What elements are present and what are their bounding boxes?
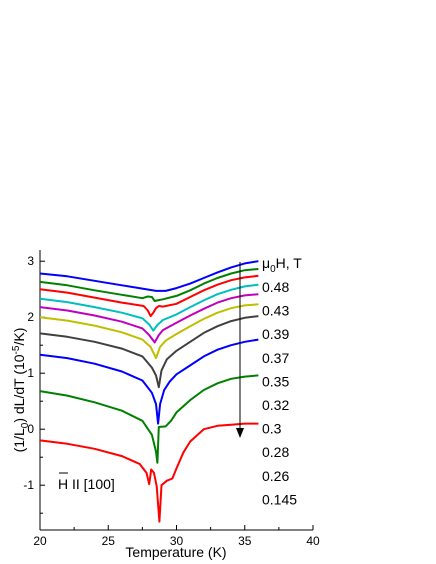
y-axis-title-part: 0 (20, 422, 31, 428)
legend-entry: 0.28 (262, 444, 289, 460)
field-direction-arrow (236, 262, 244, 438)
series-line-0-37 (39, 283, 259, 332)
field-annotation-text: H II [100] (58, 476, 115, 492)
legend-title-part: H, T (276, 255, 303, 271)
legend-entry: 0.26 (262, 468, 289, 484)
x-tick-label: 25 (102, 534, 116, 548)
y-tick-label: -1 (23, 478, 34, 492)
series-line-0-39 (39, 274, 259, 318)
x-tick-label: 35 (238, 534, 252, 548)
x-axis-title: Temperature (K) (125, 544, 226, 560)
y-tick-label: 3 (27, 254, 34, 268)
series-line-0-145 (39, 422, 259, 523)
series-line-0-26 (39, 374, 259, 464)
legend-entry: 0.39 (262, 326, 289, 342)
legend-entry: 0.145 (262, 491, 297, 507)
legend-entry: 0.48 (262, 279, 289, 295)
series-line-0-3 (39, 315, 259, 389)
y-tick-label: 0 (27, 422, 34, 436)
y-axis-title: (1/L0) dL/dT (10-5/K) (11, 328, 31, 453)
y-axis-title-part: -5 (11, 345, 22, 354)
x-ticks: 20 25 30 35 40 (33, 525, 320, 548)
series-line-0-35 (39, 293, 259, 344)
legend-entry: 0.3 (262, 421, 282, 437)
y-axis-title-part: (1/L (11, 428, 27, 452)
x-tick-label: 30 (170, 534, 184, 548)
y-tick-label: 1 (27, 366, 34, 380)
series-line-0-43 (39, 268, 259, 302)
legend: μ0H, T 0.48 0.43 0.39 0.37 0.35 0.32 0.3 0.28 0.… (262, 255, 302, 507)
arrow-head (236, 428, 244, 438)
legend-entry: 0.37 (262, 350, 289, 366)
y-axis-title-part: ) dL/dT (10 (11, 354, 27, 422)
y-tick-label: 2 (27, 310, 34, 324)
legend-entry: 0.32 (262, 397, 289, 413)
series-line-0-48 (39, 260, 259, 292)
legend-entry: 0.43 (262, 303, 289, 319)
legend-entry: 0.35 (262, 373, 289, 389)
series-group (39, 260, 259, 523)
x-tick-label: 20 (33, 534, 47, 548)
field-annotation: H II [100] (58, 472, 115, 492)
legend-title-part: μ (262, 255, 270, 271)
series-line-0-32 (39, 303, 259, 360)
y-axis-title-part: /K) (11, 328, 27, 346)
legend-title-part: 0 (270, 264, 276, 275)
x-tick-label: 40 (306, 534, 320, 548)
legend-title: μ0H, T (262, 255, 302, 275)
series-line-0-28 (39, 338, 259, 425)
